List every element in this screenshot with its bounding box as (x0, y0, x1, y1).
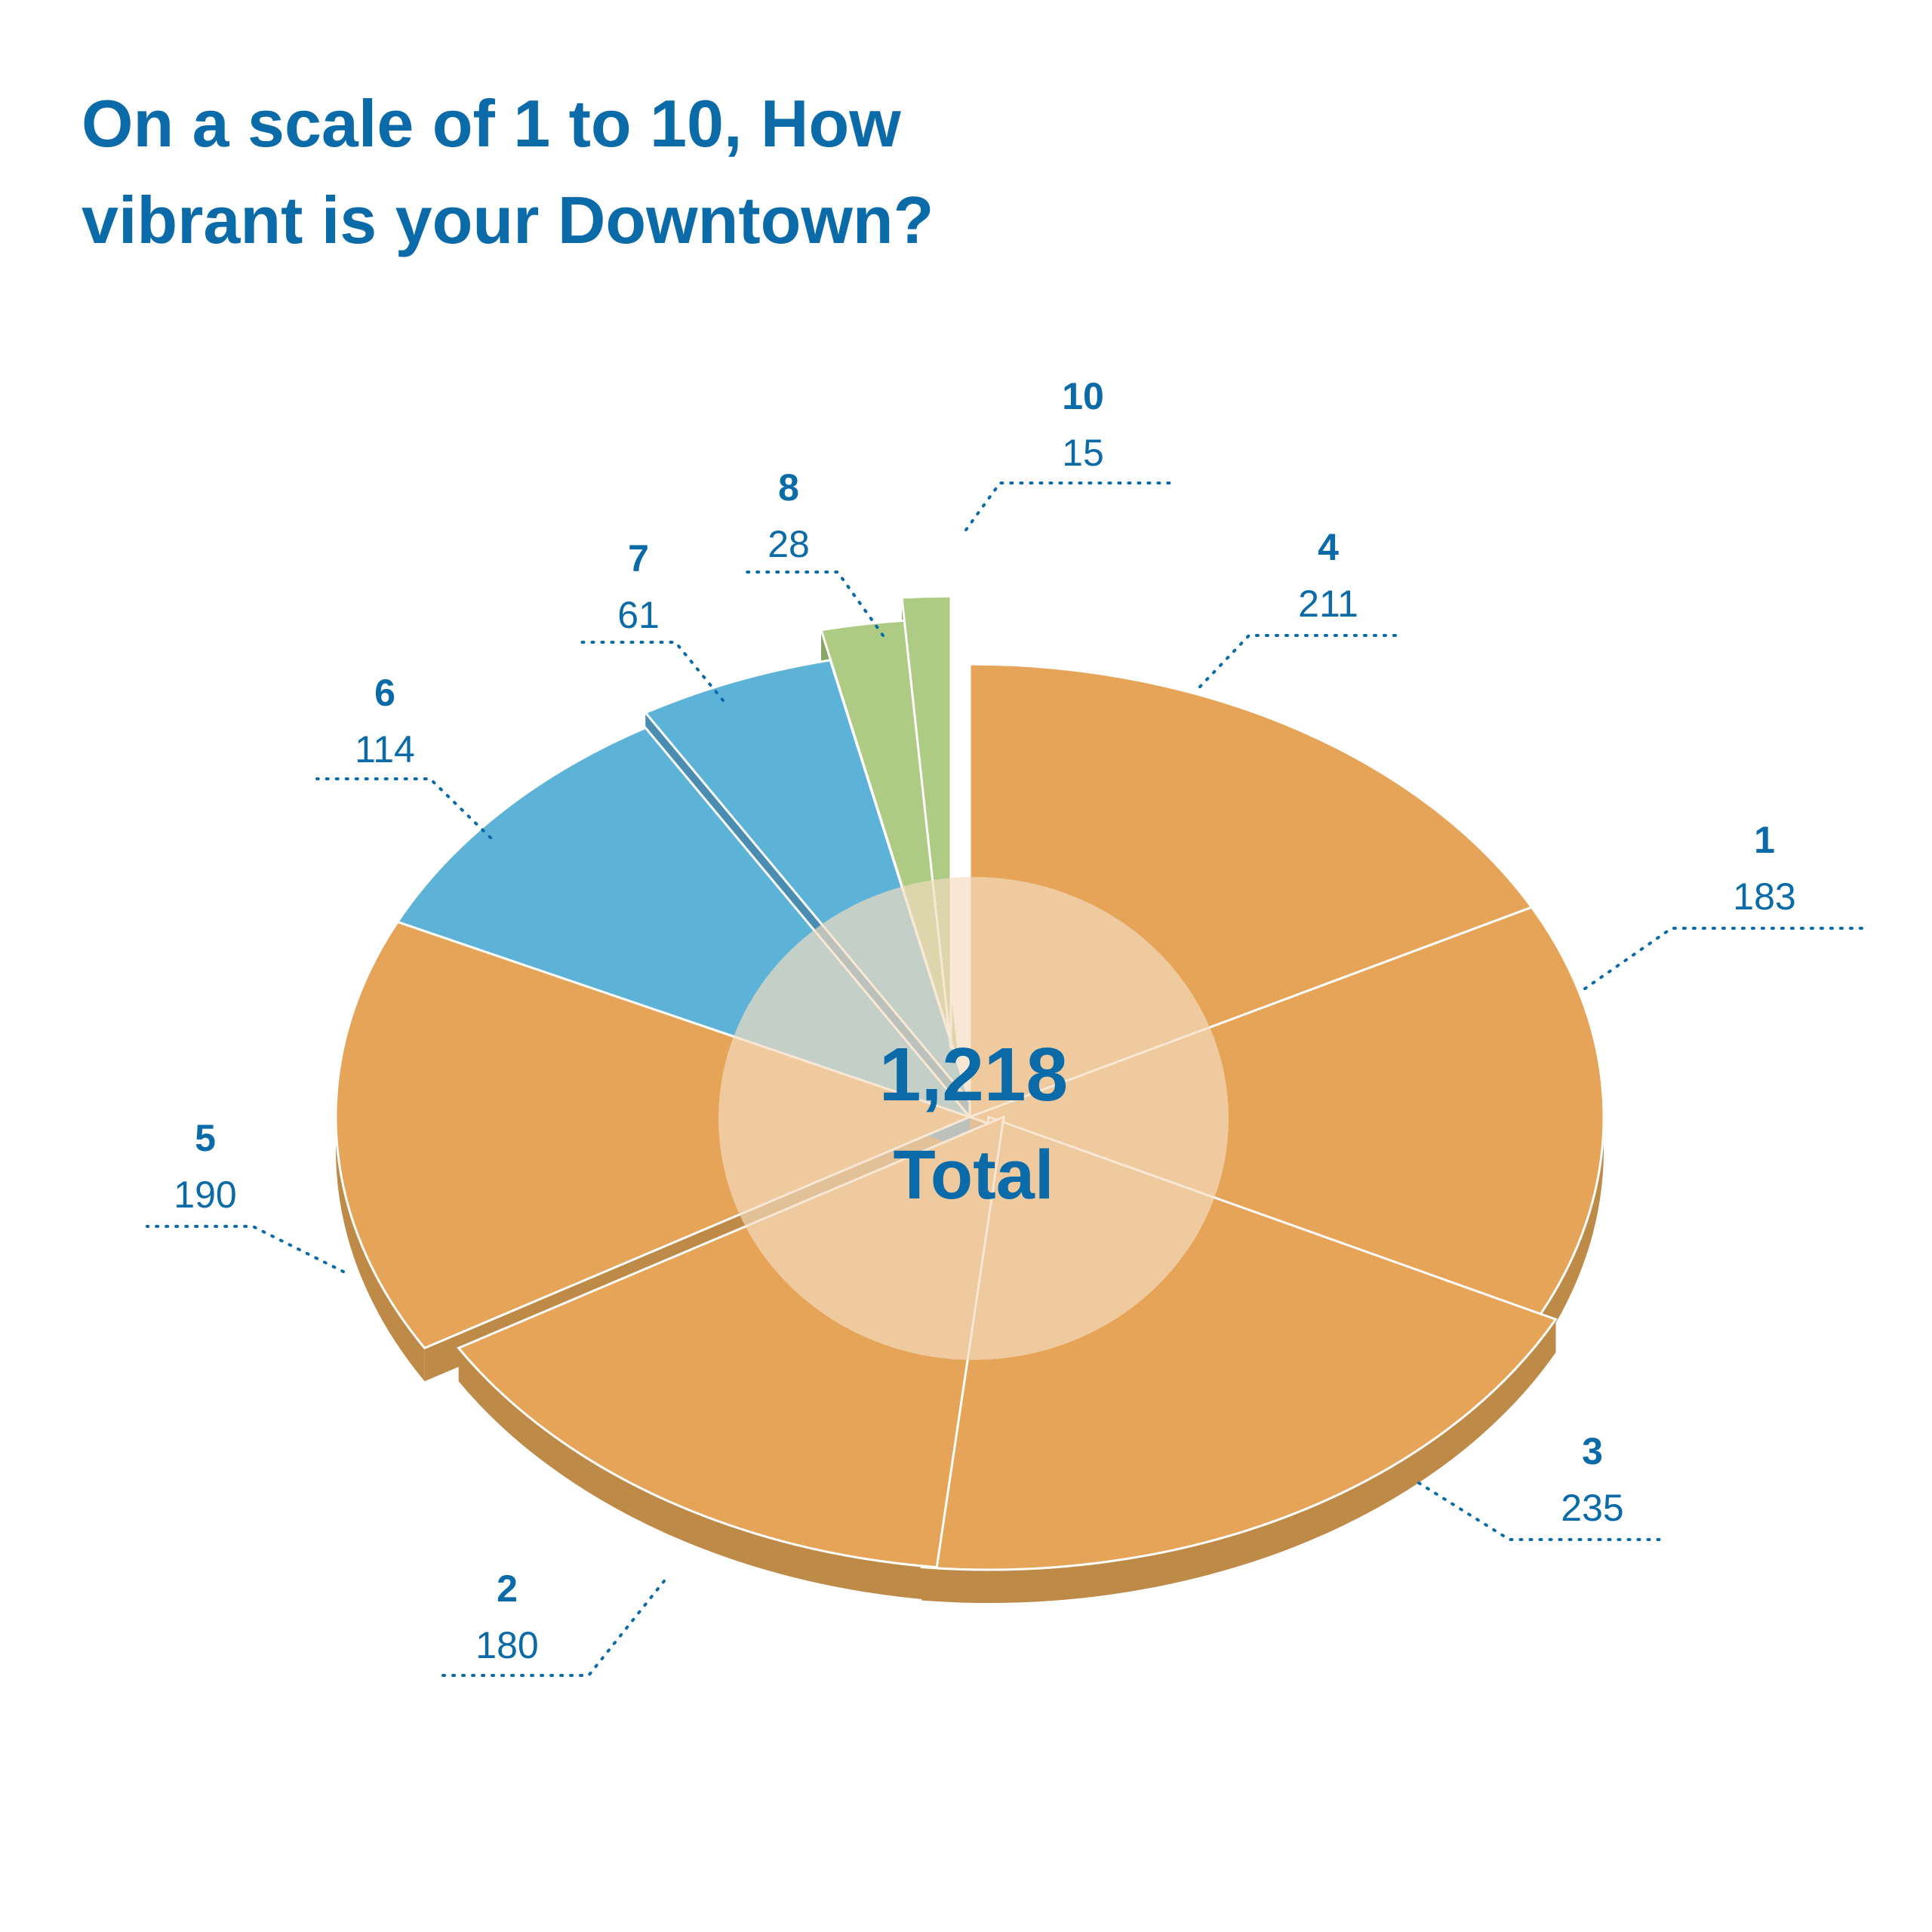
slice-10-leader-line (964, 481, 1171, 531)
slice-2-leader-line (436, 1580, 666, 1677)
slice-5-category-label: 5 (195, 1117, 216, 1159)
slice-1-category-label: 1 (1754, 819, 1775, 861)
slice-1-leader-line (1583, 927, 1866, 990)
slice-3-category-label: 3 (1582, 1430, 1603, 1472)
slice-8-category-label: 8 (778, 466, 799, 509)
slice-4-category-label: 4 (1318, 526, 1339, 568)
center-total-label: Total (894, 1137, 1054, 1214)
center-hub: 1,218 Total (718, 877, 1229, 1360)
slice-7-value-label: 61 (617, 594, 660, 636)
slice-4-leader-line (1198, 634, 1398, 688)
slice-8-leader-line (738, 571, 884, 637)
slice-3-value-label: 235 (1561, 1487, 1623, 1529)
slice-10-category-label: 10 (1062, 375, 1104, 417)
center-total-value: 1,218 (879, 1032, 1068, 1117)
chart-title: On a scale of 1 to 10, How vibrant is yo… (82, 75, 1214, 269)
slice-1-value-label: 183 (1733, 875, 1795, 918)
slice-6-leader-line (315, 777, 492, 839)
slice-6-value-label: 114 (355, 728, 415, 771)
chart-title-line-1: On a scale of 1 to 10, How (82, 86, 901, 161)
slice-6-category-label: 6 (374, 672, 395, 714)
slice-2-side (458, 1348, 937, 1601)
slice-8-value-label: 28 (768, 523, 810, 565)
slice-5-leader-line (146, 1225, 345, 1273)
slice-labels: 4 211 1 183 3 235 2 180 5 190 6 114 7 61 8 28 10 15 (146, 375, 1866, 1677)
slice-7-category-label: 7 (628, 537, 649, 580)
slice-5-side (336, 921, 425, 1382)
slice-4-value-label: 211 (1298, 583, 1358, 625)
slice-2-category-label: 2 (497, 1567, 518, 1610)
slice-3-leader-line (1417, 1481, 1662, 1541)
slice-10-value-label: 15 (1062, 432, 1104, 474)
slice-2-value-label: 180 (475, 1624, 538, 1666)
center-hub-disc (718, 877, 1229, 1360)
chart-title-line-2: vibrant is your Downtown? (82, 183, 934, 257)
slice-5-top (334, 920, 974, 1350)
slice-5-value-label: 190 (174, 1174, 236, 1216)
slice-1-top (966, 906, 1605, 1321)
slice-3-side (921, 1319, 1556, 1604)
